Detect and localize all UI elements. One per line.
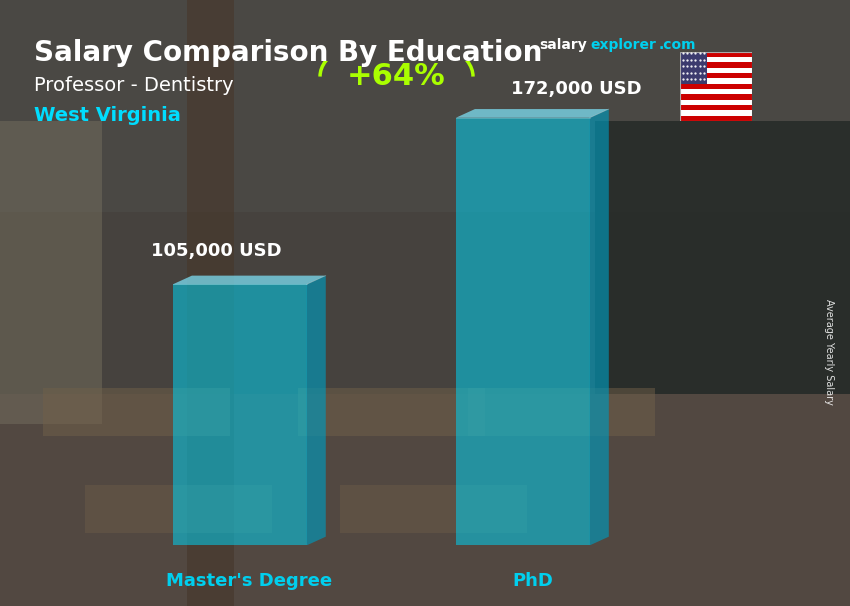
- Bar: [42, 388, 230, 436]
- Text: West Virginia: West Virginia: [34, 106, 181, 125]
- Text: salary: salary: [540, 38, 587, 52]
- Bar: [680, 110, 752, 116]
- Text: Master's Degree: Master's Degree: [167, 572, 332, 590]
- Bar: [340, 485, 527, 533]
- Polygon shape: [173, 284, 307, 545]
- Bar: [680, 95, 752, 100]
- Bar: [680, 78, 752, 84]
- Bar: [680, 84, 752, 89]
- Bar: [680, 57, 752, 62]
- Text: +64%: +64%: [347, 62, 446, 91]
- Bar: [187, 0, 234, 606]
- Bar: [298, 388, 484, 436]
- Text: Professor - Dentistry: Professor - Dentistry: [34, 76, 234, 95]
- Bar: [680, 100, 752, 105]
- Text: .com: .com: [659, 38, 696, 52]
- Bar: [0, 394, 850, 606]
- Text: explorer: explorer: [591, 38, 656, 52]
- Bar: [0, 121, 102, 424]
- Bar: [468, 388, 654, 436]
- Polygon shape: [307, 276, 326, 545]
- Bar: [680, 89, 752, 95]
- Bar: [680, 62, 752, 68]
- Bar: [0, 0, 850, 212]
- Bar: [680, 68, 752, 73]
- Text: PhD: PhD: [512, 572, 552, 590]
- Text: 172,000 USD: 172,000 USD: [511, 81, 642, 98]
- Bar: [680, 52, 752, 57]
- Text: Salary Comparison By Education: Salary Comparison By Education: [34, 39, 542, 67]
- Bar: [680, 73, 752, 78]
- Polygon shape: [173, 276, 326, 284]
- Bar: [85, 485, 272, 533]
- Polygon shape: [456, 118, 590, 545]
- Text: Average Yearly Salary: Average Yearly Salary: [824, 299, 834, 404]
- Polygon shape: [456, 109, 609, 118]
- Bar: [680, 105, 752, 110]
- Bar: [680, 52, 707, 84]
- Bar: [595, 121, 850, 394]
- Polygon shape: [590, 109, 609, 545]
- Bar: [680, 116, 752, 121]
- Text: 105,000 USD: 105,000 USD: [151, 242, 282, 260]
